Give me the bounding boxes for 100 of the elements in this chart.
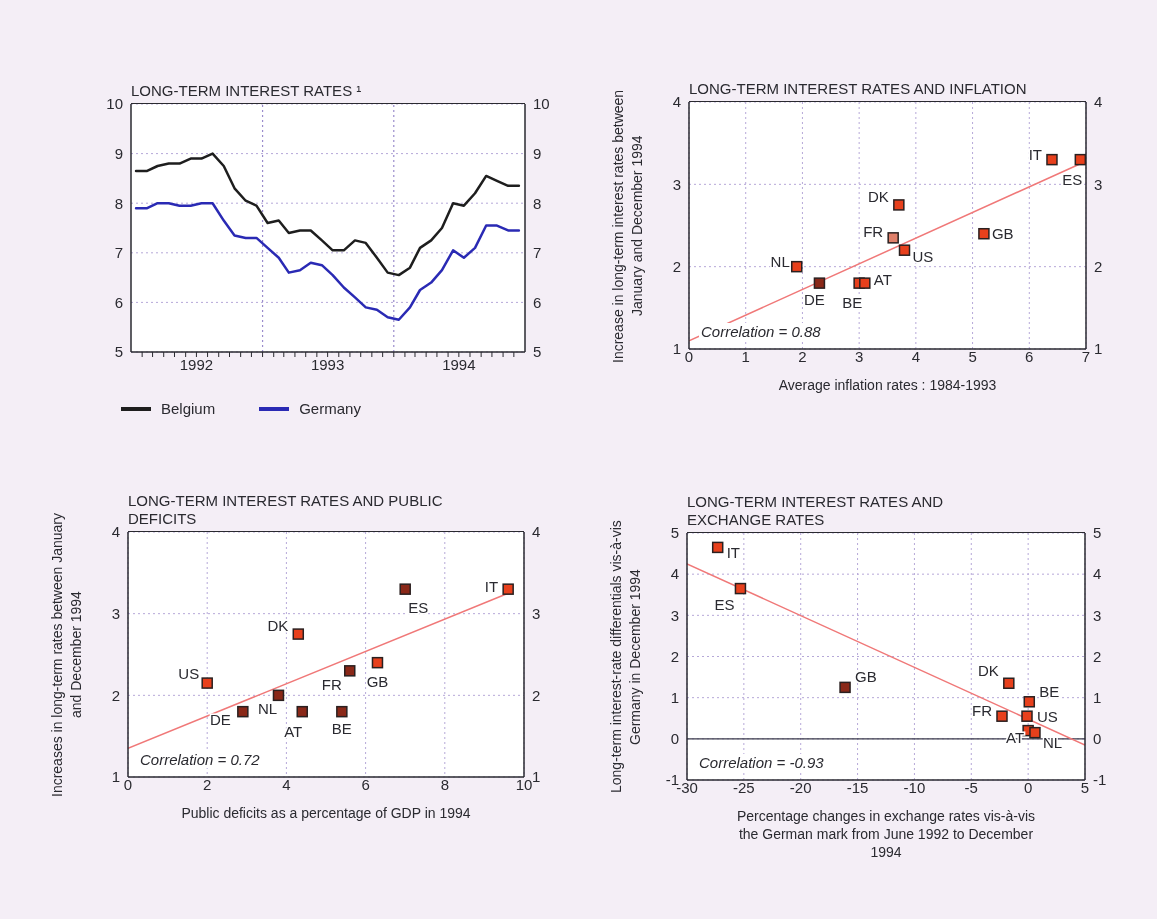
series-label: DE	[210, 710, 231, 728]
series-label: IT	[1028, 145, 1042, 163]
series-label: DE	[804, 291, 825, 309]
point	[292, 628, 305, 640]
x-tick-label: -30	[676, 778, 698, 796]
x-tick-label: -15	[846, 778, 869, 796]
point	[898, 244, 911, 256]
series-label: US	[912, 248, 934, 266]
chart-title: LONG-TERM INTEREST RATES ¹	[131, 82, 362, 99]
legend-label: Germany	[299, 400, 361, 417]
line-series	[134, 152, 521, 277]
series-label: IT	[484, 578, 499, 596]
y-axis-title: Increase in long-term interest rates between January and December 1994	[609, 87, 646, 365]
y2-tick-label: 4	[532, 523, 541, 541]
y2-tick-label: 2	[1093, 647, 1102, 665]
series-label: DK	[977, 662, 999, 680]
line-series	[134, 201, 521, 322]
series-label: BE	[842, 294, 863, 312]
point	[1029, 726, 1041, 739]
x-tick-label: 1992	[179, 355, 214, 373]
series-label: FR	[971, 702, 993, 720]
y2-tick-label: 9	[533, 144, 542, 162]
y-axis-title: Increases in long-term rates between January and December 1994	[48, 511, 85, 799]
y2-tick-label: 2	[1094, 257, 1103, 275]
series-label: FR	[863, 222, 884, 240]
point	[996, 710, 1008, 722]
y2-tick-label: -1	[1093, 771, 1107, 789]
x-tick-label: 10	[515, 775, 533, 793]
point	[1021, 710, 1033, 722]
y-tick-label: 2	[111, 686, 120, 704]
y2-tick-label: 3	[532, 604, 541, 622]
chart-title: LONG-TERM INTEREST RATES AND EXCHANGE RATES	[687, 493, 945, 529]
x-tick-label: 0	[1023, 778, 1033, 796]
y-tick-label: 4	[111, 523, 120, 541]
chart-title: LONG-TERM INTEREST RATES AND PUBLIC DEFICITS	[128, 492, 444, 528]
point	[296, 705, 308, 718]
x-tick-label: 2	[798, 347, 807, 365]
series-label: IT	[726, 544, 741, 562]
point	[1046, 153, 1058, 166]
series-label: BE	[1039, 682, 1060, 700]
series-label: AT	[284, 722, 303, 740]
y-tick-label: 4	[670, 565, 679, 583]
x-tick-label: -5	[964, 778, 978, 796]
y2-tick-label: 6	[533, 293, 542, 311]
y-tick-label: -1	[665, 771, 679, 789]
y-tick-label: 10	[106, 95, 123, 113]
y-tick-label: 3	[672, 175, 681, 193]
y2-tick-label: 8	[533, 194, 542, 212]
x-axis-title: Average inflation rates : 1984-1993	[777, 376, 998, 394]
x-tick-label: 3	[854, 347, 864, 365]
y-axis-title: Long-term interest-rate differentials vis-à-vis Germany in December 1994	[607, 519, 644, 795]
x-tick-label: 6	[361, 775, 370, 793]
y-tick-label: 3	[670, 606, 679, 624]
x-tick-label: 2	[203, 775, 212, 793]
series-label: ES	[408, 599, 429, 617]
annotation: Correlation = -0.93	[697, 754, 826, 771]
x-axis-title: Public deficits as a percentage of GDP in 1994	[180, 804, 472, 822]
annotation: Correlation = 0.72	[138, 751, 262, 768]
point	[1023, 696, 1036, 708]
point	[887, 232, 899, 244]
point	[1074, 153, 1086, 166]
point	[839, 681, 851, 694]
y-tick-label: 1	[670, 688, 679, 706]
series-label: NL	[257, 700, 278, 718]
y2-tick-label: 10	[533, 95, 550, 113]
series-label: ES	[714, 595, 735, 613]
series-label: GB	[855, 668, 877, 686]
point	[344, 665, 356, 677]
chart-title: LONG-TERM INTEREST RATES AND INFLATION	[689, 80, 1027, 97]
x-tick-label: 8	[440, 775, 449, 793]
point	[813, 277, 826, 289]
x-tick-label: -20	[789, 778, 812, 796]
y2-tick-label: 1	[1093, 688, 1102, 706]
point	[502, 583, 514, 595]
point	[859, 277, 871, 289]
y-tick-label: 7	[114, 244, 123, 262]
series-label: DK	[267, 617, 289, 635]
x-tick-label: 4	[282, 775, 291, 793]
y2-tick-label: 4	[1093, 565, 1102, 583]
y2-tick-label: 3	[1094, 175, 1103, 193]
point	[978, 227, 990, 240]
series-label: BE	[331, 719, 352, 737]
series-label: NL	[1042, 733, 1063, 751]
point	[734, 582, 747, 595]
y-tick-label: 2	[672, 257, 681, 275]
x-tick-label: 5	[1080, 778, 1090, 796]
point	[201, 677, 213, 689]
series-label: ES	[1062, 170, 1083, 188]
annotation: Correlation = 0.88	[699, 323, 823, 340]
y-tick-label: 6	[114, 293, 123, 311]
y2-tick-label: 5	[1093, 524, 1102, 542]
y-tick-label: 2	[670, 647, 679, 665]
series-label: GB	[366, 672, 389, 690]
series-label: DK	[868, 187, 889, 205]
point	[1003, 677, 1015, 690]
point	[237, 705, 249, 718]
x-tick-label: 1994	[442, 355, 476, 373]
x-tick-label: 1	[741, 347, 750, 365]
series-label: NL	[770, 252, 790, 270]
x-tick-label: 5	[968, 347, 977, 365]
